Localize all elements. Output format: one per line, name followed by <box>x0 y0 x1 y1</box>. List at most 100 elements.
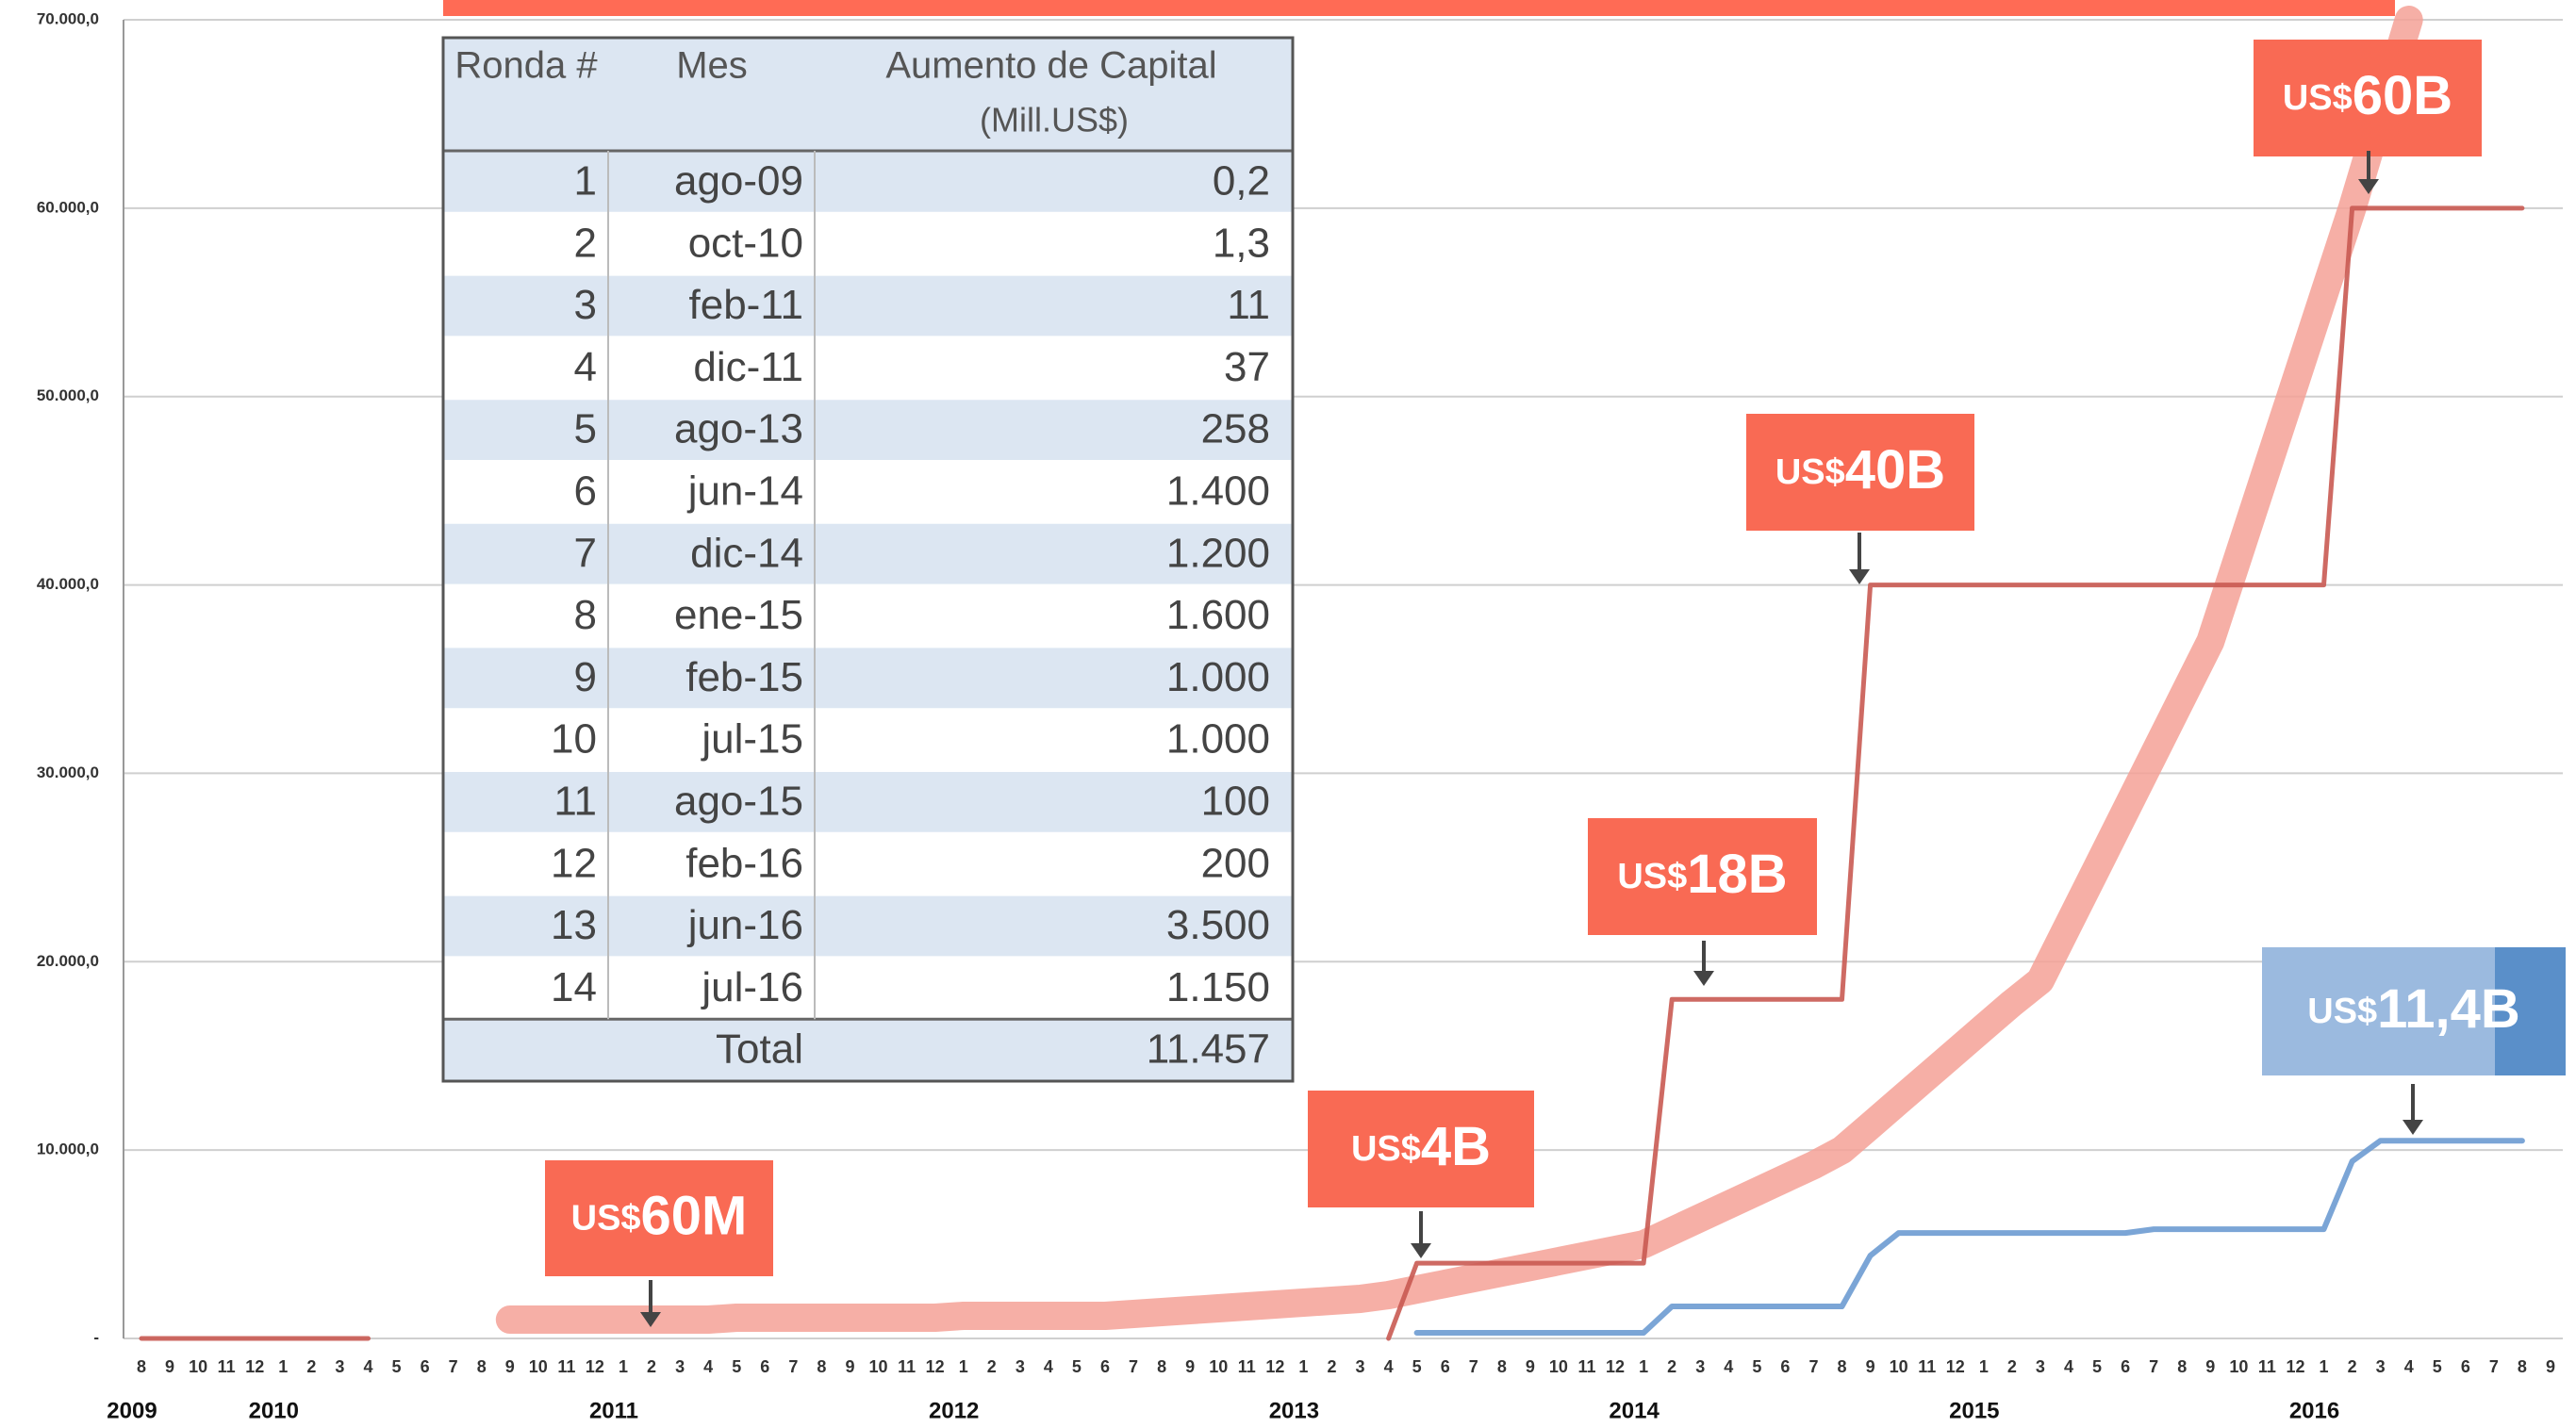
callout-box-accent <box>2495 947 2566 1075</box>
x-tick-label: 9 <box>845 1357 854 1376</box>
x-tick-label: 11 <box>2258 1357 2276 1376</box>
table-cell: 14 <box>551 964 597 1010</box>
x-tick-label: 4 <box>1384 1357 1394 1376</box>
table-cell: 3.500 <box>1166 902 1270 948</box>
x-tick-label: 3 <box>1356 1357 1365 1376</box>
callout-label: US$60B <box>2283 65 2452 126</box>
y-tick-label: 50.000,0 <box>37 386 99 404</box>
x-tick-label: 1 <box>1979 1357 1989 1376</box>
y-tick-label: 40.000,0 <box>37 575 99 593</box>
x-tick-label: 10 <box>869 1357 888 1376</box>
x-tick-label: 4 <box>2404 1357 2414 1376</box>
callout-label: US$11,4B <box>2307 978 2520 1040</box>
table-cell: 1.400 <box>1166 468 1270 515</box>
x-tick-label: 2 <box>647 1357 656 1376</box>
table-cell: jun-16 <box>686 902 803 948</box>
x-tick-label: 5 <box>1072 1357 1082 1376</box>
x-tick-label: 9 <box>1526 1357 1535 1376</box>
callout-box <box>545 1160 773 1276</box>
x-tick-label: 5 <box>1412 1357 1422 1376</box>
x-tick-label: 7 <box>788 1357 798 1376</box>
table-unit: (Mill.US$) <box>980 101 1129 140</box>
x-tick-label: 5 <box>732 1357 741 1376</box>
callout-label: US$40B <box>1775 439 1945 501</box>
callout-label: US$60M <box>571 1186 748 1247</box>
callout-amount: 4B <box>1421 1116 1491 1177</box>
x-tick-label: 10 <box>529 1357 548 1376</box>
y-tick-label: - <box>93 1328 99 1346</box>
x-tick-label: 6 <box>1100 1357 1110 1376</box>
callout-box <box>1746 414 1974 531</box>
table-cell: 1 <box>574 158 597 205</box>
x-tick-label: 7 <box>2149 1357 2158 1376</box>
x-tick-label: 6 <box>421 1357 430 1376</box>
table-cell: 200 <box>1201 840 1270 886</box>
top-band <box>443 0 2395 16</box>
table-cell: 0,2 <box>1213 158 1270 205</box>
year-label: 2010 <box>249 1398 299 1423</box>
x-tick-label: 11 <box>218 1357 236 1376</box>
table-cell: 2 <box>574 220 597 266</box>
x-tick-label: 7 <box>1808 1357 1818 1376</box>
x-tick-label: 12 <box>1946 1357 1965 1376</box>
x-tick-label: 11 <box>1918 1357 1936 1376</box>
year-label: 2009 <box>107 1398 157 1423</box>
table-cell: feb-11 <box>689 282 804 328</box>
x-tick-label: 9 <box>165 1357 174 1376</box>
table-row-bg <box>443 274 1293 337</box>
x-tick-label: 8 <box>477 1357 487 1376</box>
table-cell: ago-13 <box>674 406 803 452</box>
x-tick-label: 10 <box>1890 1357 1908 1376</box>
x-tick-label: 12 <box>926 1357 945 1376</box>
x-tick-label: 2 <box>1327 1357 1336 1376</box>
x-tick-label: 9 <box>2546 1357 2555 1376</box>
x-tick-label: 2 <box>1667 1357 1676 1376</box>
table-cell: feb-16 <box>685 840 803 886</box>
callout-box <box>1308 1091 1534 1207</box>
x-tick-label: 3 <box>2036 1357 2045 1376</box>
x-tick-label: 8 <box>2518 1357 2527 1376</box>
x-tick-label: 4 <box>1724 1357 1733 1376</box>
table-header: Mes <box>676 45 748 87</box>
x-tick-label: 8 <box>1838 1357 1847 1376</box>
table-row-bg <box>443 647 1293 710</box>
callout-prefix: US$ <box>2283 78 2353 118</box>
callout-box <box>1588 818 1817 935</box>
table-total-label: Total <box>716 1026 803 1073</box>
table-row-bg <box>443 461 1293 523</box>
x-tick-label: 1 <box>959 1357 968 1376</box>
x-tick-label: 8 <box>817 1357 826 1376</box>
x-tick-label: 6 <box>2121 1357 2130 1376</box>
table-cell: feb-15 <box>685 654 803 700</box>
x-tick-label: 10 <box>1549 1357 1568 1376</box>
callout-prefix: US$ <box>1617 857 1687 896</box>
table-total-bg <box>443 1019 1293 1081</box>
callout-arrowhead <box>2403 1120 2423 1135</box>
x-tick-label: 3 <box>1016 1357 1025 1376</box>
x-tick-label: 1 <box>1639 1357 1648 1376</box>
table-cell: 37 <box>1224 344 1270 390</box>
x-tick-label: 11 <box>1238 1357 1256 1376</box>
x-tick-label: 5 <box>392 1357 402 1376</box>
table-cell: 11 <box>1227 282 1270 328</box>
table-row-bg <box>443 522 1293 585</box>
table-row-bg <box>443 709 1293 771</box>
x-tick-label: 6 <box>760 1357 769 1376</box>
x-tick-label: 5 <box>1752 1357 1761 1376</box>
x-tick-label: 9 <box>2205 1357 2215 1376</box>
table-cell: 1.000 <box>1166 654 1270 700</box>
callout-box <box>2254 40 2482 156</box>
x-tick-label: 2 <box>306 1357 316 1376</box>
table-cell: 7 <box>574 530 597 576</box>
table-header: Aumento de Capital <box>885 45 1216 87</box>
x-tick-label: 1 <box>2320 1357 2329 1376</box>
table-header: Ronda # <box>454 45 598 87</box>
x-tick-label: 10 <box>189 1357 207 1376</box>
callout-amount: 60M <box>641 1186 748 1247</box>
series-line <box>495 6 2423 1334</box>
table-cell: 12 <box>551 840 597 886</box>
table-cell: 4 <box>574 344 597 390</box>
table-cell: 3 <box>574 282 597 328</box>
